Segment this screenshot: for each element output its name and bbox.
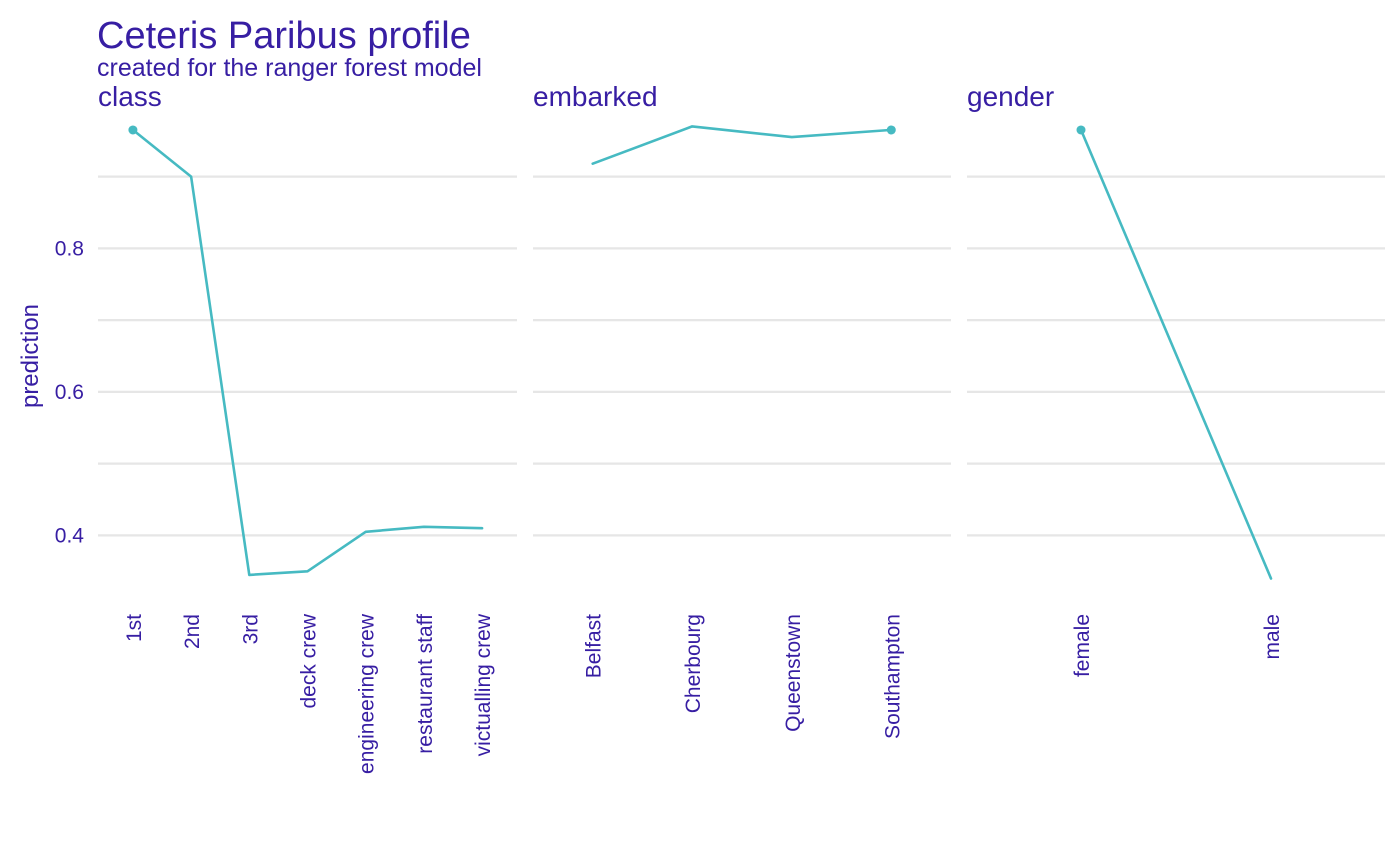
x-tick-label: 1st	[123, 614, 146, 642]
panel-embarked: embarked Belfast Cherbourg Queenstown Southa…	[533, 81, 951, 739]
panel-title: gender	[967, 81, 1054, 112]
y-tick-label: 0.8	[55, 237, 84, 260]
panel-title: class	[98, 81, 162, 112]
panel-gender: gender female male	[967, 81, 1385, 677]
x-tick-label: 3rd	[239, 614, 262, 644]
observation-point	[886, 125, 896, 135]
x-tick-label: Southampton	[881, 614, 904, 739]
chart-title: Ceteris Paribus profile	[97, 15, 471, 57]
y-tick-label: 0.6	[55, 381, 84, 404]
x-tick-label: victualling crew	[472, 613, 495, 756]
y-axis-ticks: 0.4 0.6 0.8	[55, 237, 85, 547]
x-tick-label: male	[1261, 614, 1284, 660]
facet-panels: class 1st 2nd 3rd deck crew engineering crew r…	[98, 81, 1385, 774]
x-tick-label: engineering crew	[356, 613, 379, 774]
x-tick-label: Queenstown	[782, 614, 805, 732]
profile-line-class	[131, 128, 484, 577]
y-axis-label: prediction	[17, 304, 44, 408]
x-tick-label: female	[1071, 614, 1094, 677]
observation-point	[1076, 125, 1086, 135]
chart-subtitle: created for the ranger forest model	[97, 54, 482, 82]
x-tick-label: Cherbourg	[682, 614, 705, 713]
x-tick-label: Belfast	[583, 614, 606, 678]
panel-class: class 1st 2nd 3rd deck crew engineering crew r…	[98, 81, 517, 774]
x-tick-label: deck crew	[298, 613, 321, 708]
observation-point	[128, 125, 138, 135]
x-tick-label: 2nd	[181, 614, 204, 649]
profile-line-embarked	[591, 125, 893, 165]
profile-line-gender	[1079, 128, 1273, 580]
x-tick-label: restaurant staff	[414, 614, 437, 754]
panel-title: embarked	[533, 81, 658, 112]
y-tick-label: 0.4	[55, 524, 85, 547]
